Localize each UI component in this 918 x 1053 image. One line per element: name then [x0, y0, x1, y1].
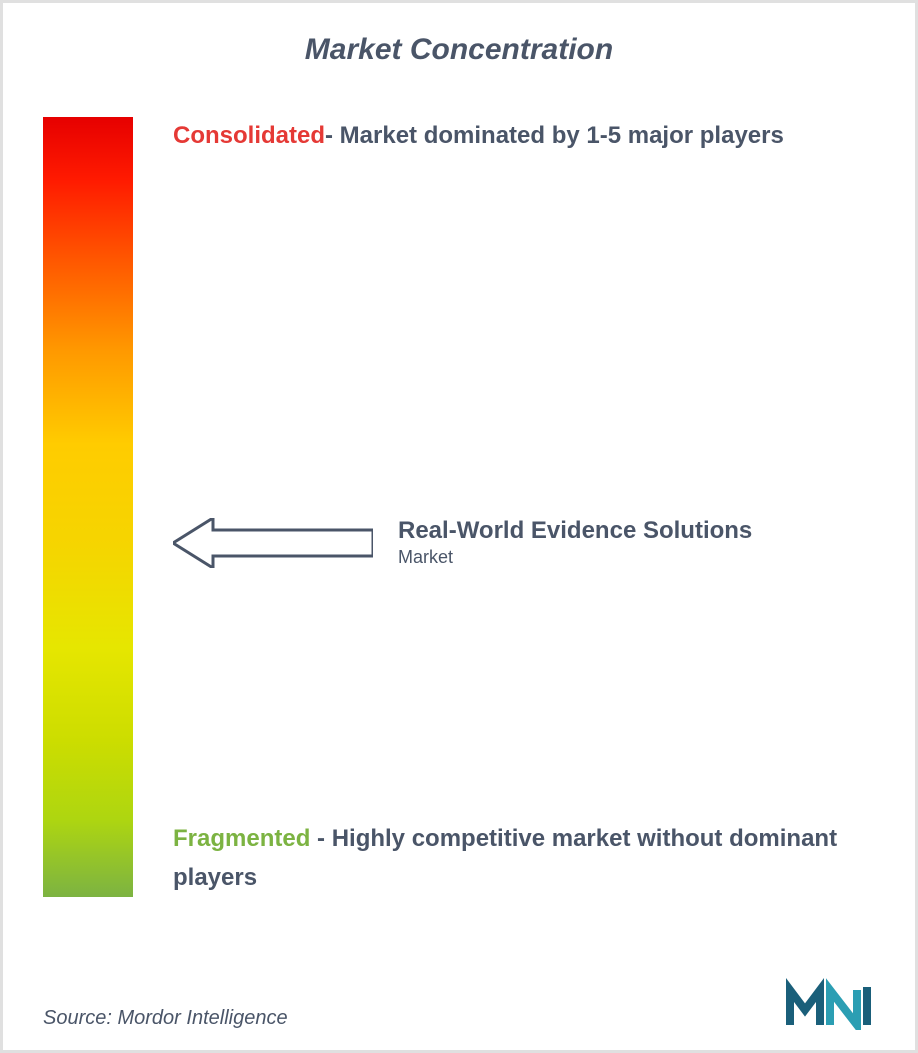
consolidated-description: Consolidated- Market dominated by 1-5 ma…: [173, 117, 875, 155]
gradient-scale-bar: [43, 117, 133, 897]
arrow-icon: [173, 518, 373, 568]
fragmented-label: Fragmented: [173, 825, 310, 852]
chart-title: Market Concentration: [43, 33, 875, 67]
descriptions-panel: Consolidated- Market dominated by 1-5 ma…: [133, 117, 875, 897]
consolidated-text: - Market dominated by 1-5 major players: [325, 122, 784, 149]
fragmented-description: Fragmented - Highly competitive market w…: [173, 820, 875, 897]
market-name: Real-World Evidence Solutions: [398, 517, 752, 545]
infographic-container: Market Concentration: [0, 0, 918, 1053]
footer: Source: Mordor Intelligence: [43, 975, 875, 1030]
source-attribution: Source: Mordor Intelligence: [43, 1007, 288, 1030]
market-label-group: Real-World Evidence Solutions Market: [398, 517, 752, 568]
consolidated-label: Consolidated: [173, 122, 325, 149]
main-content: Consolidated- Market dominated by 1-5 ma…: [43, 117, 875, 897]
market-subtitle: Market: [398, 547, 752, 568]
mordor-logo: [785, 975, 875, 1030]
market-position-indicator: Real-World Evidence Solutions Market: [173, 517, 875, 568]
